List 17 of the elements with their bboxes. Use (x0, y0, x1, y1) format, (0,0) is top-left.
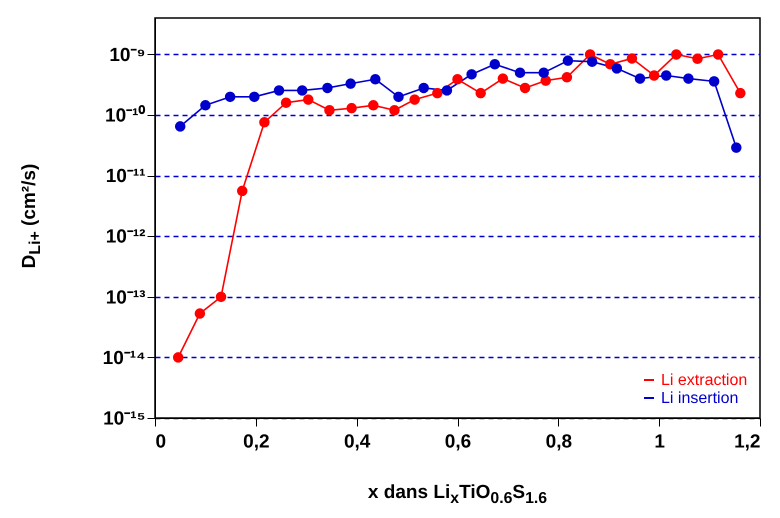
x-tick-label: 0,6 (444, 432, 472, 452)
legend-label: Li insertion (661, 390, 738, 407)
x-tick-label: 1 (654, 432, 666, 452)
y-tick-label: 10⁻¹² (106, 226, 146, 248)
y-tick-label: 10⁻⁹ (109, 44, 146, 66)
x-tick-label: 0,4 (344, 432, 371, 452)
legend-label: Li extraction (661, 372, 748, 389)
y-tick-label: 10⁻¹³ (106, 287, 146, 308)
y-tick-label: 10⁻¹⁰ (105, 104, 146, 127)
x-tick-label: 1,2 (734, 432, 760, 452)
y-tick-label: 10⁻¹⁵ (103, 408, 146, 430)
x-tick-label: 0,8 (546, 432, 572, 452)
y-tick-label: 10⁻¹⁴ (102, 348, 146, 369)
y-tick-label: 10⁻¹¹ (106, 166, 146, 188)
x-tick-label: 0,2 (243, 432, 270, 452)
x-axis-title: x dans Li$_{x}$TiO$_{0.6}$S$_{1.6}$ (366, 482, 548, 508)
x-tick-label: 0 (156, 432, 166, 452)
